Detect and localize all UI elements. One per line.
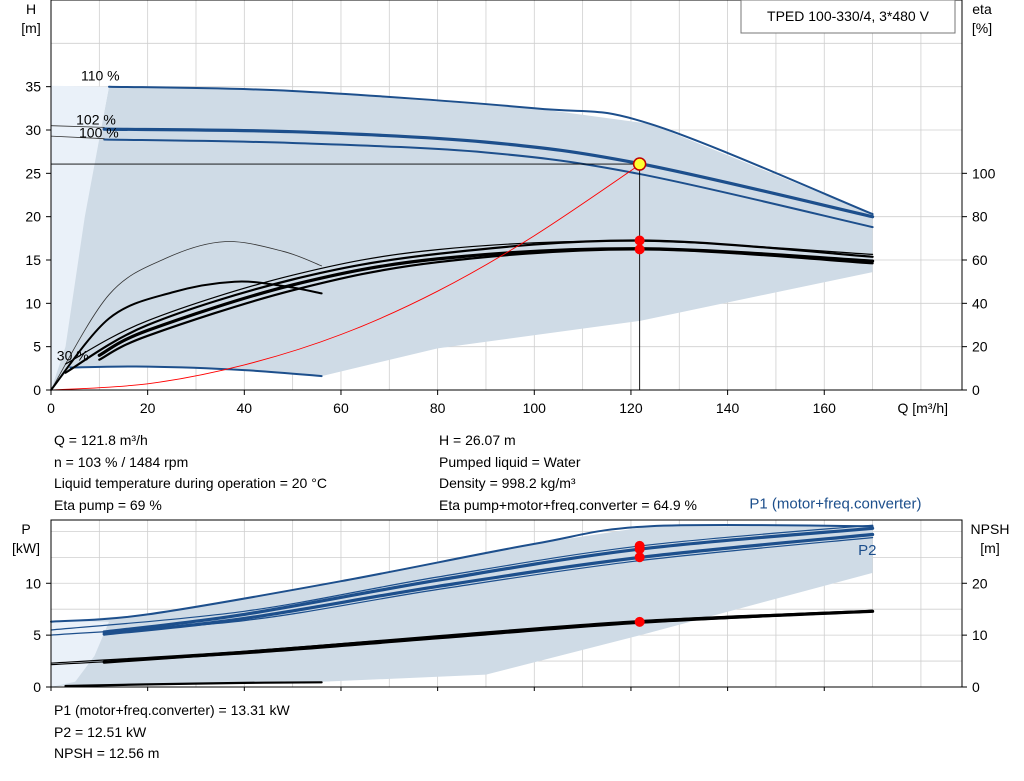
curve	[50, 524, 874, 631]
readout-speed: n = 103 % / 1484 rpm	[54, 453, 189, 470]
op-point-efficiency-marker	[634, 235, 645, 246]
y-right-axis-label: NPSH	[971, 521, 1010, 537]
head-efficiency-chart: 110 % 102 %100 % 30 % TPED 100-330/4, 3*480…	[21, 0, 996, 416]
curve-110-	[108, 85, 874, 216]
curve	[50, 611, 874, 666]
operating-range-area	[51, 526, 873, 687]
curve-label: P1 (motor+freq.converter)	[749, 495, 921, 512]
x-tick-label: 140	[716, 400, 740, 416]
y-right-tick-label: 40	[972, 295, 988, 311]
y-right-tick-label: 0	[972, 382, 980, 398]
y-left-tick-label: 25	[25, 165, 41, 181]
speed-label: 102 %	[76, 112, 116, 128]
curve-102-	[102, 127, 875, 219]
curve-npsh	[102, 609, 875, 664]
operating-point-readout-left: Q = 121.8 m³/h n = 103 % / 1484 rpm Liqu…	[54, 430, 327, 516]
op-point-p1-marker-upper	[634, 540, 645, 551]
y-right-tick-label: 0	[972, 679, 980, 695]
y-left-tick-label: 35	[25, 79, 41, 95]
power-readout: P1 (motor+freq.converter) = 13.31 kW P2 …	[54, 700, 290, 765]
curve	[50, 537, 874, 636]
curve	[50, 241, 322, 391]
readout-eta-pump: Eta pump = 69 %	[54, 496, 162, 513]
curve	[64, 681, 323, 688]
readout-eta-total: Eta pump+motor+freq.converter = 64.9 %	[439, 496, 697, 513]
y-left-axis-unit: [m]	[21, 20, 40, 36]
x-tick-label: 160	[813, 400, 837, 416]
y-left-tick-label: 15	[25, 252, 41, 268]
curve	[64, 239, 874, 374]
y-left-tick-label: 5	[33, 339, 41, 355]
curve	[50, 125, 105, 128]
curve	[50, 609, 874, 664]
readout-density: Density = 998.2 kg/m³	[439, 475, 576, 491]
x-tick-label: 0	[47, 400, 55, 416]
curve	[102, 526, 875, 634]
curve-p2	[102, 532, 875, 636]
readout-p2: P2 = 12.51 kW	[54, 723, 147, 740]
y-right-axis-label: eta	[972, 1, 992, 17]
y-left-axis-label: P	[21, 521, 30, 537]
y-left-tick-label: 5	[33, 627, 41, 643]
x-tick-label: 60	[333, 400, 349, 416]
readout-liquid-temperature: Liquid temperature during operation = 20…	[54, 475, 327, 491]
speed-label: 110 %	[81, 67, 120, 83]
operating-point-readout-right: H = 26.07 m Pumped liquid = Water Densit…	[439, 430, 697, 516]
readout-npsh: NPSH = 12.56 m	[54, 745, 160, 761]
x-tick-label: 80	[430, 400, 446, 416]
y-right-axis-unit: [%]	[972, 20, 992, 36]
y-left-tick-label: 0	[33, 679, 41, 695]
y-left-axis-label: H	[26, 1, 36, 17]
x-tick-label: 20	[140, 400, 156, 416]
y-left-tick-label: 30	[25, 122, 41, 138]
product-title: TPED 100-330/4, 3*480 V	[767, 8, 930, 24]
operating-range-area	[51, 86, 873, 390]
op-point-efficiency-marker	[634, 244, 645, 255]
curve	[50, 135, 105, 140]
readout-p1: P1 (motor+freq.converter) = 13.31 kW	[54, 702, 290, 718]
op-point-npsh-marker	[634, 616, 645, 627]
low-flow-area	[51, 620, 109, 687]
x-tick-label: 120	[619, 400, 643, 416]
speed-label: 30 %	[57, 347, 89, 363]
speed-label: 100 %	[79, 125, 119, 141]
readout-pumped-liquid: Pumped liquid = Water	[439, 453, 581, 470]
y-right-tick-label: 80	[972, 209, 988, 225]
readout-head: H = 26.07 m	[439, 432, 516, 448]
y-right-tick-label: 100	[972, 165, 996, 181]
y-right-tick-label: 10	[972, 627, 988, 643]
power-npsh-chart: P1 (motor+freq.converter) P2 0 5 10 P [kW] 0 10 2…	[12, 495, 1009, 695]
plot-frame	[50, 0, 963, 391]
curve-p1-motor-freq-converter-	[50, 523, 874, 623]
curve	[97, 247, 875, 357]
curve-label: P2	[858, 542, 876, 559]
y-left-axis-unit: [kW]	[12, 540, 40, 556]
x-tick-label: 100	[523, 400, 547, 416]
curve-100-	[103, 138, 874, 229]
y-left-tick-label: 10	[25, 295, 41, 311]
y-right-tick-label: 20	[972, 575, 988, 591]
curve	[50, 163, 642, 391]
y-right-tick-label: 20	[972, 339, 988, 355]
y-left-tick-label: 10	[25, 575, 41, 591]
x-axis-label: Q [m³/h]	[897, 400, 948, 416]
x-tick-label: 40	[237, 400, 253, 416]
y-left-tick-label: 0	[33, 382, 41, 398]
y-right-tick-label: 60	[972, 252, 988, 268]
curve-30-	[69, 365, 323, 378]
product-title-box	[740, 0, 956, 34]
y-right-axis-unit: [m]	[980, 540, 999, 556]
readout-flow: Q = 121.8 m³/h	[54, 432, 148, 448]
y-left-tick-label: 20	[25, 209, 41, 225]
plot-frame	[50, 519, 963, 688]
low-flow-area	[51, 85, 109, 391]
op-point-marker	[632, 157, 647, 171]
op-point-p2-marker	[634, 552, 645, 563]
